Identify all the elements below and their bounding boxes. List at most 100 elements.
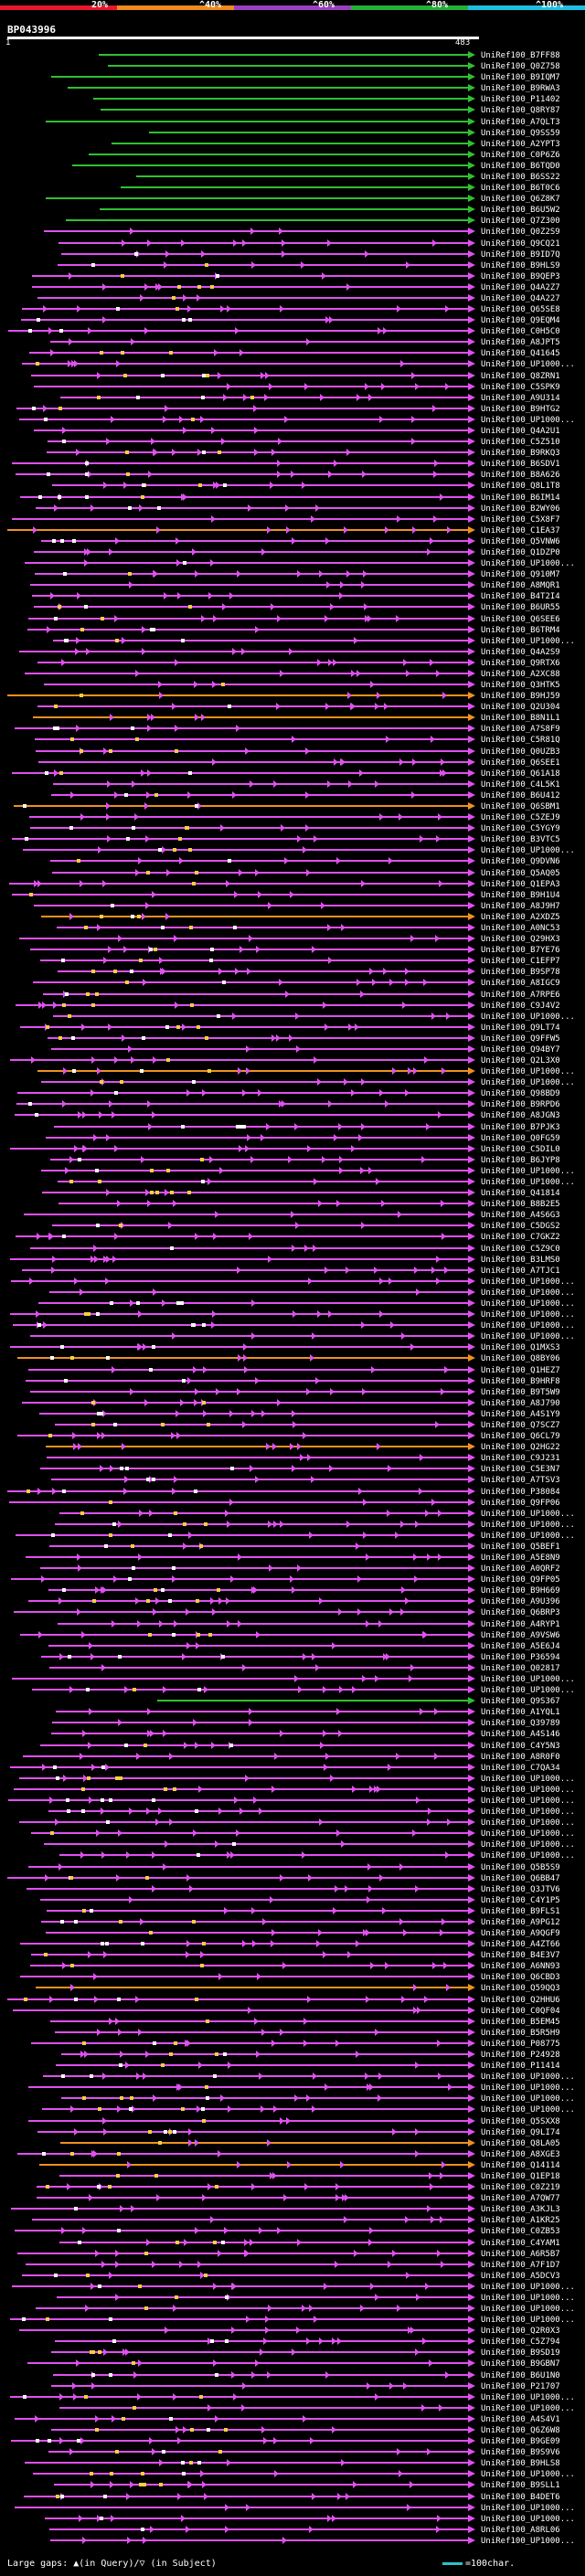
hit-label-link[interactable]: UniRef100_Q94BY7	[481, 1044, 560, 1055]
hit-alignment[interactable]	[14, 1787, 468, 1790]
hit-alignment[interactable]	[41, 539, 468, 542]
hit-alignment[interactable]	[37, 705, 468, 708]
hit-label-link[interactable]: UniRef100_Q6CL79	[481, 1432, 560, 1442]
hit-alignment[interactable]	[12, 771, 468, 774]
hit-alignment[interactable]	[51, 2384, 468, 2387]
hit-label-link[interactable]: UniRef100_C7QA34	[481, 1763, 560, 1773]
hit-label-link[interactable]: UniRef100_B6UR55	[481, 603, 560, 613]
hit-label-link[interactable]: UniRef100_C5Z794	[481, 2337, 560, 2348]
hit-alignment[interactable]	[41, 1081, 468, 1084]
hit-alignment[interactable]	[17, 2152, 468, 2155]
hit-label-link[interactable]: UniRef100_A4S146	[481, 1730, 560, 1740]
hit-alignment[interactable]	[12, 893, 468, 896]
hit-label-link[interactable]: UniRef100_P38084	[481, 1487, 560, 1497]
hit-alignment[interactable]	[68, 87, 468, 90]
hit-label-link[interactable]: UniRef100_Q5SXX8	[481, 2116, 560, 2126]
hit-alignment[interactable]	[41, 915, 468, 917]
hit-alignment[interactable]	[112, 142, 468, 144]
hit-label-link[interactable]: UniRef100_Q8ZRN1	[481, 371, 560, 381]
hit-alignment[interactable]	[34, 429, 468, 431]
hit-label-link[interactable]: UniRef100_UP1000...	[481, 2514, 575, 2524]
hit-alignment[interactable]	[46, 1446, 468, 1448]
hit-label-link[interactable]: UniRef100_Q9CQ21	[481, 239, 560, 249]
hit-alignment[interactable]	[51, 1479, 468, 1481]
hit-alignment[interactable]	[10, 1346, 468, 1349]
hit-label-link[interactable]: UniRef100_Q39789	[481, 1719, 560, 1729]
hit-alignment[interactable]	[31, 374, 468, 376]
hit-alignment[interactable]	[40, 1468, 468, 1470]
hit-alignment[interactable]	[43, 2075, 468, 2078]
hit-label-link[interactable]: UniRef100_C5DIL0	[481, 1144, 560, 1154]
hit-alignment[interactable]	[72, 164, 468, 166]
hit-label-link[interactable]: UniRef100_UP1000...	[481, 2470, 575, 2480]
hit-alignment[interactable]	[11, 1578, 468, 1581]
hit-label-link[interactable]: UniRef100_B9GE09	[481, 2437, 560, 2447]
hit-label-link[interactable]: UniRef100_B8B2E5	[481, 1200, 560, 1210]
hit-label-link[interactable]: UniRef100_Q2HHU6	[481, 1995, 560, 2005]
hit-alignment[interactable]	[61, 2097, 468, 2100]
hit-alignment[interactable]	[26, 1379, 468, 1382]
hit-alignment[interactable]	[53, 782, 468, 785]
hit-label-link[interactable]: UniRef100_A7F1D7	[481, 2260, 560, 2270]
hit-alignment[interactable]	[59, 2241, 468, 2243]
hit-label-link[interactable]: UniRef100_Q98BD9	[481, 1089, 560, 1099]
hit-alignment[interactable]	[58, 1622, 468, 1625]
hit-alignment[interactable]	[10, 1059, 468, 1062]
hit-label-link[interactable]: UniRef100_UP1000...	[481, 1531, 575, 1541]
hit-alignment[interactable]	[33, 2473, 468, 2475]
hit-alignment[interactable]	[61, 2053, 468, 2056]
hit-alignment[interactable]	[48, 440, 468, 443]
hit-alignment[interactable]	[26, 1556, 468, 1559]
hit-label-link[interactable]: UniRef100_Q3HTK5	[481, 681, 560, 691]
hit-label-link[interactable]: UniRef100_C5SPK9	[481, 382, 560, 392]
hit-label-link[interactable]: UniRef100_UP1000...	[481, 2282, 575, 2292]
hit-label-link[interactable]: UniRef100_Q9FP05	[481, 1575, 560, 1585]
hit-label-link[interactable]: UniRef100_UP1000...	[481, 2305, 575, 2315]
hit-label-link[interactable]: UniRef100_Q910M7	[481, 570, 560, 580]
hit-label-link[interactable]: UniRef100_Q41645	[481, 349, 560, 359]
hit-alignment[interactable]	[23, 849, 468, 852]
hit-label-link[interactable]: UniRef100_Q0Z2S9	[481, 228, 560, 238]
hit-label-link[interactable]: UniRef100_C7GKZ2	[481, 1233, 560, 1243]
hit-alignment[interactable]	[16, 1235, 468, 1238]
hit-alignment[interactable]	[28, 2086, 468, 2089]
hit-alignment[interactable]	[16, 1533, 468, 1536]
hit-label-link[interactable]: UniRef100_UP1000...	[481, 1078, 575, 1088]
hit-label-link[interactable]: UniRef100_Q5AQ05	[481, 868, 560, 878]
hit-alignment[interactable]	[33, 981, 468, 984]
hit-alignment[interactable]	[101, 109, 468, 111]
hit-alignment[interactable]	[25, 2462, 468, 2465]
hit-label-link[interactable]: UniRef100_Q02817	[481, 1663, 560, 1673]
hit-alignment[interactable]	[32, 285, 468, 288]
hit-label-link[interactable]: UniRef100_UP1000...	[481, 1520, 575, 1530]
hit-alignment[interactable]	[34, 606, 468, 609]
hit-label-link[interactable]: UniRef100_Q7Z300	[481, 217, 560, 227]
hit-label-link[interactable]: UniRef100_Q61A18	[481, 769, 560, 779]
hit-label-link[interactable]: UniRef100_A8IGC9	[481, 979, 560, 989]
hit-alignment[interactable]	[44, 1843, 468, 1846]
hit-label-link[interactable]: UniRef100_C5Z9C0	[481, 1244, 560, 1254]
hit-alignment[interactable]	[93, 98, 468, 101]
hit-alignment[interactable]	[51, 793, 468, 796]
hit-alignment[interactable]	[31, 2041, 468, 2044]
hit-label-link[interactable]: UniRef100_A9U314	[481, 393, 560, 403]
hit-alignment[interactable]	[20, 1976, 468, 1978]
hit-alignment[interactable]	[49, 1544, 468, 1547]
hit-label-link[interactable]: UniRef100_C5DGS2	[481, 1222, 560, 1232]
hit-alignment[interactable]	[46, 197, 468, 200]
hit-alignment[interactable]	[59, 1854, 468, 1857]
hit-label-link[interactable]: UniRef100_B9H1U4	[481, 890, 560, 900]
hit-label-link[interactable]: UniRef100_UP1000...	[481, 1299, 575, 1309]
hit-label-link[interactable]: UniRef100_Q4A2S9	[481, 647, 560, 657]
hit-label-link[interactable]: UniRef100_Q3JTV6	[481, 1884, 560, 1894]
hit-alignment[interactable]	[121, 186, 468, 189]
hit-alignment[interactable]	[28, 617, 468, 620]
hit-label-link[interactable]: UniRef100_C4YAM1	[481, 2238, 560, 2248]
hit-alignment[interactable]	[49, 1290, 468, 1293]
hit-alignment[interactable]	[15, 2506, 468, 2508]
hit-alignment[interactable]	[48, 1810, 468, 1813]
hit-label-link[interactable]: UniRef100_Q0FG59	[481, 1133, 560, 1143]
hit-label-link[interactable]: UniRef100_Q2HG22	[481, 1443, 560, 1453]
hit-alignment[interactable]	[12, 462, 468, 465]
hit-label-link[interactable]: UniRef100_B8A626	[481, 471, 560, 481]
